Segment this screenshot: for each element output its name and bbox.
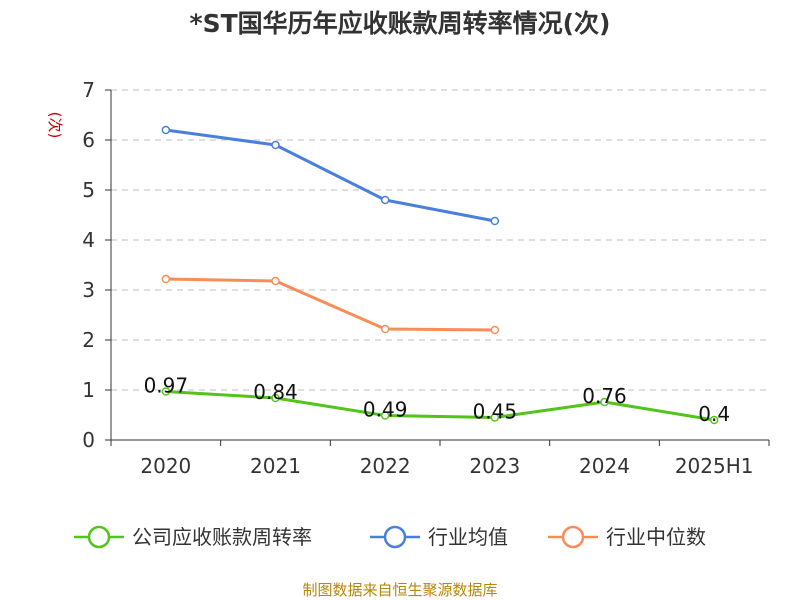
series-line (165, 128, 496, 223)
y-tick-label: 6 (82, 128, 95, 152)
data-label: 0.45 (473, 400, 518, 424)
data-point (380, 195, 390, 205)
series-1 (161, 387, 719, 425)
legend-label: 行业中位数 (606, 525, 706, 549)
data-point (161, 274, 171, 284)
data-point (271, 140, 280, 150)
x-tick-label: 2020 (140, 454, 191, 478)
data-label: 0.97 (144, 374, 189, 398)
y-tick-label: 7 (82, 78, 95, 102)
source-note: 制图数据来自恒生聚源数据库 (302, 581, 497, 599)
series-3 (161, 274, 500, 335)
legend-item: 行业均值 (370, 525, 508, 549)
x-tick-label: 2022 (360, 454, 411, 478)
data-label: 0.84 (253, 380, 298, 404)
series-group (161, 125, 719, 425)
x-axis-ticks: 2020 2021 2022 2023 2024 2025H1 (110, 440, 770, 478)
y-axis-label: (次) (46, 112, 64, 139)
y-tick-label: 4 (82, 228, 95, 252)
data-label: 0.4 (698, 402, 730, 426)
data-point (271, 393, 280, 403)
legend-marker (87, 525, 111, 549)
y-tick-label: 3 (82, 278, 95, 302)
legend-item: 行业中位数 (548, 525, 706, 549)
x-tick-label: 2021 (250, 454, 301, 478)
y-tick-label: 0 (82, 428, 95, 452)
y-tick-label: 1 (82, 378, 95, 402)
legend-label: 行业均值 (428, 525, 508, 549)
x-tick-label: 2025H1 (675, 454, 754, 478)
series-2 (161, 125, 500, 226)
legend: 公司应收账款周转率 行业均值 行业中位数 (74, 525, 706, 549)
series-line (165, 277, 495, 332)
data-point (490, 325, 500, 335)
y-tick-label: 5 (82, 178, 95, 202)
x-tick-label: 2023 (469, 454, 520, 478)
data-point (709, 415, 719, 425)
data-point (161, 125, 171, 135)
legend-marker (383, 525, 407, 549)
data-point (380, 324, 390, 334)
chart-title: *ST国华历年应收账款周转率情况(次) (190, 9, 611, 38)
y-tick-label: 2 (82, 328, 95, 352)
data-point (161, 387, 171, 396)
data-point (380, 411, 390, 420)
data-point (490, 413, 500, 422)
axes (110, 90, 769, 441)
data-point (271, 276, 280, 286)
y-axis-ticks: 0 1 2 3 4 5 6 7 (82, 78, 111, 452)
legend-marker (561, 525, 585, 549)
legend-item: 公司应收账款周转率 (74, 525, 312, 549)
data-point (600, 397, 609, 407)
legend-label: 公司应收账款周转率 (132, 525, 312, 549)
data-point (490, 216, 500, 226)
data-label: 0.76 (582, 384, 627, 408)
data-labels: 0.97 0.84 0.49 0.45 0.76 0.4 (144, 374, 731, 427)
x-tick-label: 2024 (579, 454, 630, 478)
series-line (165, 390, 715, 422)
data-label: 0.49 (363, 398, 408, 422)
